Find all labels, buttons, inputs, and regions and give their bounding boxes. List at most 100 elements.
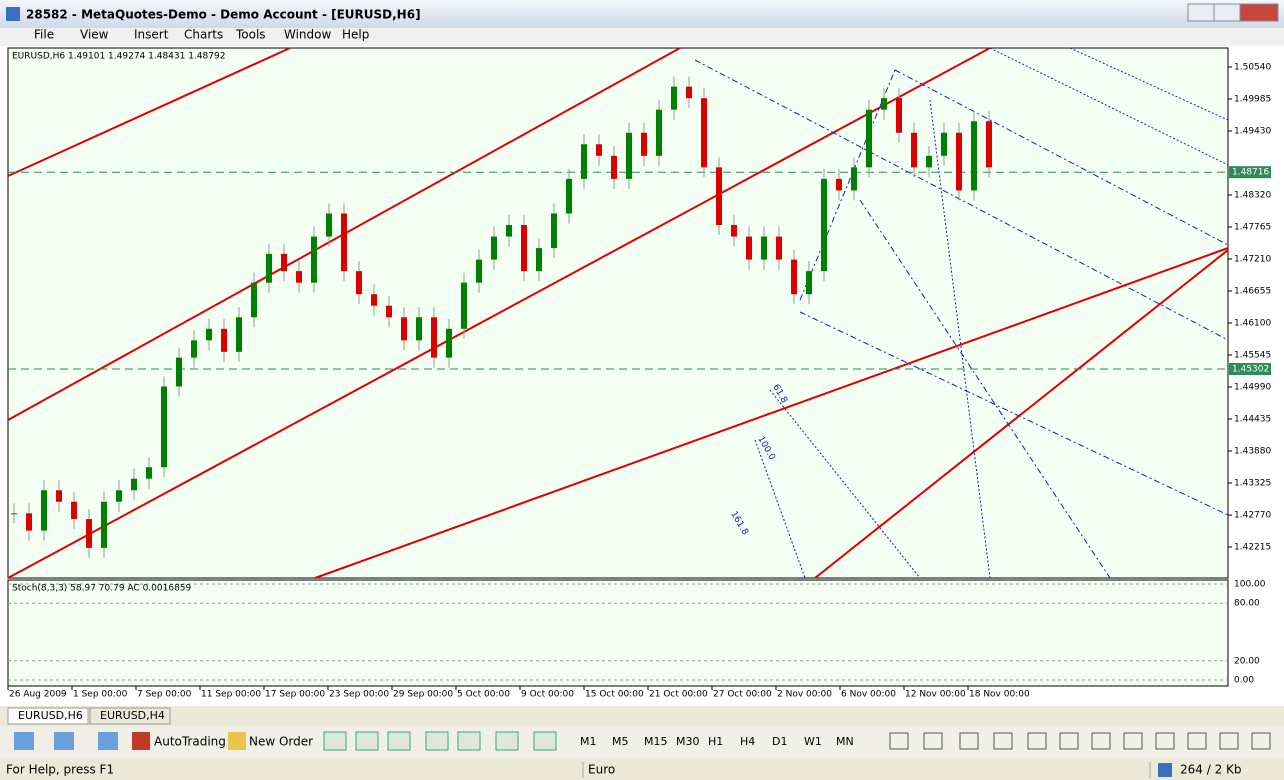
- candle: [71, 501, 77, 520]
- menu-item[interactable]: Charts: [184, 28, 223, 42]
- channel-line: [814, 249, 1229, 579]
- toolbar-icon[interactable]: [1251, 732, 1271, 750]
- toolbar-icon[interactable]: [959, 732, 979, 750]
- candle: [881, 98, 887, 110]
- menu-item[interactable]: Tools: [235, 28, 266, 42]
- candle: [326, 213, 332, 237]
- candle: [731, 225, 737, 237]
- channel-line: [314, 247, 1229, 579]
- candle: [791, 259, 797, 295]
- candle: [701, 98, 707, 168]
- timeframe-button[interactable]: H1: [708, 735, 723, 748]
- toolbar-icon[interactable]: [132, 732, 150, 750]
- close-button[interactable]: [1239, 3, 1279, 22]
- timeframe-button[interactable]: M1: [580, 735, 597, 748]
- candle: [416, 317, 422, 341]
- timeframe-button[interactable]: W1: [804, 735, 822, 748]
- date-label: 27 Oct 00:00: [713, 690, 772, 700]
- candle: [461, 282, 467, 329]
- timeframe-button[interactable]: M15: [644, 735, 668, 748]
- toolbar-icon[interactable]: [1187, 732, 1207, 750]
- fib-line: [1069, 47, 1229, 121]
- indicator-label: 100.00: [1234, 580, 1266, 590]
- price-label: 1.47210: [1234, 255, 1271, 265]
- price-label: 1.50540: [1234, 63, 1271, 73]
- candle: [806, 271, 812, 295]
- toolbar-icon[interactable]: [889, 732, 909, 750]
- timeframe-button[interactable]: MN: [836, 735, 854, 748]
- price-label: 1.42770: [1234, 511, 1271, 521]
- candle: [896, 98, 902, 133]
- toolbar-icon[interactable]: [1123, 732, 1143, 750]
- date-label: 18 Nov 00:00: [969, 690, 1030, 700]
- toolbar-icon[interactable]: [355, 731, 379, 751]
- maximize-button[interactable]: [1213, 3, 1241, 22]
- tab-bar: [0, 706, 1284, 726]
- timeframe-button[interactable]: M30: [676, 735, 700, 748]
- minimize-button[interactable]: [1187, 3, 1215, 22]
- toolbar-icon[interactable]: [1219, 732, 1239, 750]
- date-label: 11 Sep 00:00: [201, 690, 261, 700]
- menu-item[interactable]: View: [80, 28, 109, 42]
- candle: [356, 271, 362, 295]
- toolbar-icon[interactable]: [54, 732, 74, 750]
- date-label: 26 Aug 2009: [9, 690, 67, 700]
- chart-header: EURUSD,H6 1.49101 1.49274 1.48431 1.4879…: [12, 52, 225, 62]
- candle: [56, 490, 62, 502]
- toolbar-icon[interactable]: [1155, 732, 1175, 750]
- menu-item[interactable]: Window: [284, 28, 332, 42]
- toolbar-icon[interactable]: [14, 732, 34, 750]
- status-traffic: 264 / 2 Kb: [1180, 763, 1242, 777]
- price-label: 1.42215: [1234, 543, 1271, 553]
- toolbar-icon[interactable]: [228, 732, 246, 750]
- date-label: 17 Sep 00:00: [265, 690, 325, 700]
- price-panel: [7, 47, 1229, 579]
- date-label: 2 Nov 00:00: [777, 690, 832, 700]
- date-label: 6 Nov 00:00: [841, 690, 896, 700]
- toolbar-icon[interactable]: [1091, 732, 1111, 750]
- candle: [776, 236, 782, 260]
- indicator-panel: [7, 579, 1229, 687]
- candle: [236, 317, 242, 352]
- candle: [401, 317, 407, 341]
- toolbar-icon[interactable]: [533, 731, 557, 751]
- timeframe-button[interactable]: D1: [772, 735, 787, 748]
- candle: [146, 467, 152, 479]
- price-label: 1.44990: [1234, 383, 1271, 393]
- candle: [761, 236, 767, 260]
- fib-line: [754, 439, 806, 579]
- toolbar-icon[interactable]: [425, 731, 449, 751]
- toolbar-icon[interactable]: [495, 731, 519, 751]
- candle: [311, 236, 317, 283]
- toolbar-button[interactable]: New Order: [249, 735, 313, 749]
- candle: [11, 513, 17, 515]
- price-label: 1.49985: [1234, 95, 1271, 105]
- timeframe-button[interactable]: M5: [612, 735, 629, 748]
- window-title: 28582 - MetaQuotes-Demo - Demo Account -…: [26, 8, 421, 22]
- toolbar-icon[interactable]: [323, 731, 347, 751]
- price-label: 1.43325: [1234, 479, 1271, 489]
- tab[interactable]: [7, 707, 89, 725]
- candle: [551, 213, 557, 249]
- menu-item[interactable]: File: [34, 28, 54, 42]
- toolbar-icon[interactable]: [1027, 732, 1047, 750]
- candle: [371, 294, 377, 306]
- toolbar-icon[interactable]: [457, 731, 481, 751]
- indicator-header: Stoch(8,3,3) 58.97 70.79 AC 0.0016859: [12, 584, 192, 594]
- candle: [836, 178, 842, 191]
- menu-item[interactable]: Help: [342, 28, 369, 42]
- tab[interactable]: [89, 707, 171, 725]
- fib-line: [799, 311, 1229, 516]
- date-label: 29 Sep 00:00: [393, 690, 453, 700]
- toolbar-icon[interactable]: [993, 732, 1013, 750]
- toolbar-icon[interactable]: [98, 732, 118, 750]
- date-label: 12 Nov 00:00: [905, 690, 966, 700]
- toolbar-button[interactable]: AutoTrading: [154, 735, 226, 749]
- app-icon: [6, 7, 20, 21]
- timeframe-button[interactable]: H4: [740, 735, 755, 748]
- toolbar-icon[interactable]: [923, 732, 943, 750]
- toolbar-icon[interactable]: [387, 731, 411, 751]
- toolbar-icon[interactable]: [1059, 732, 1079, 750]
- menu-item[interactable]: Insert: [134, 28, 169, 42]
